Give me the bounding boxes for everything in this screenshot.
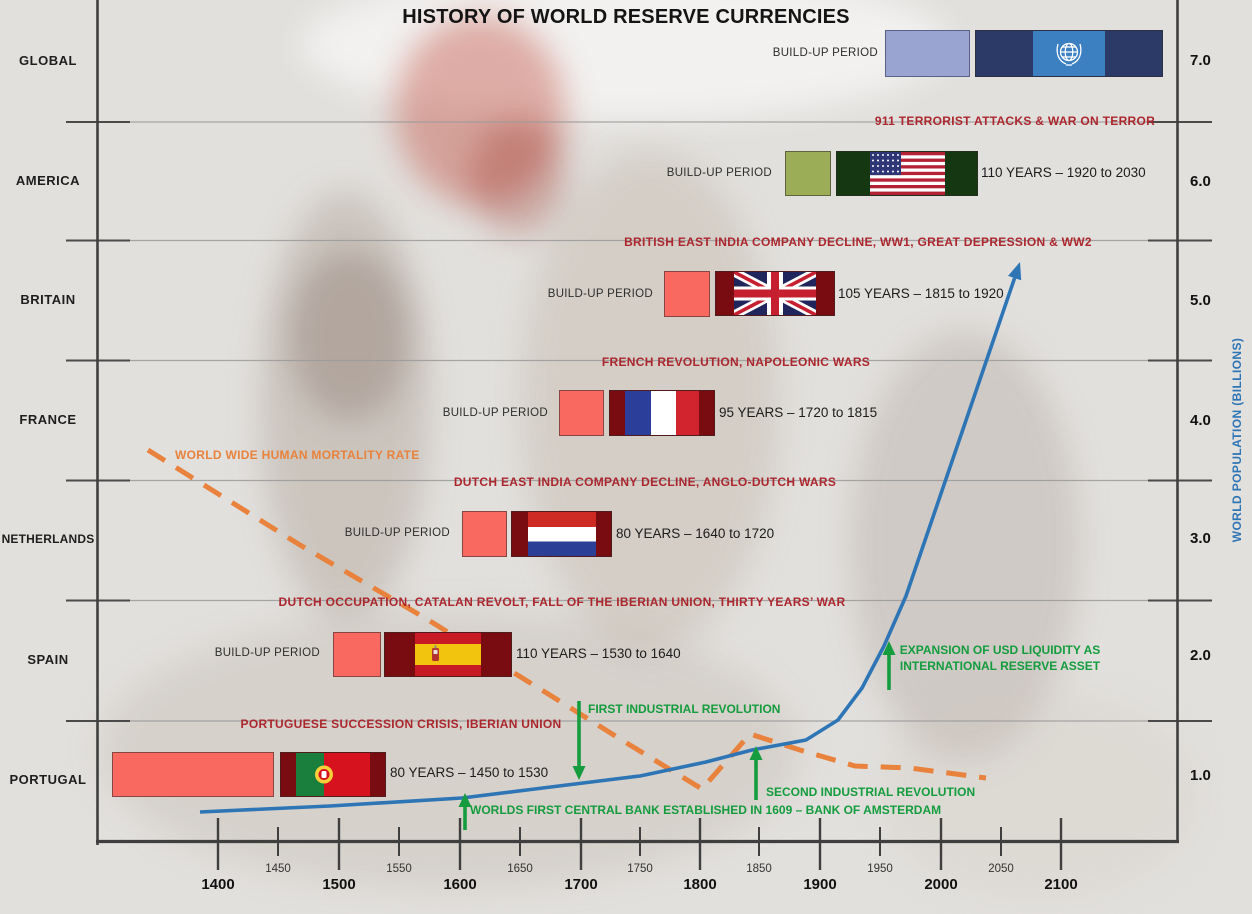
x-label-2000: 2000	[924, 876, 958, 893]
america-flag-bar	[836, 151, 978, 196]
row-label-britain: BRITAIN	[20, 292, 76, 307]
france-buildup-label: BUILD-UP PERIOD	[442, 407, 548, 419]
mortality-rate-label: WORLD WIDE HUMAN MORTALITY RATE	[175, 448, 420, 462]
x-major-ticks	[216, 818, 1063, 870]
pop-tick-2: 2.0	[1190, 647, 1211, 664]
x-label-1650: 1650	[507, 863, 533, 875]
france-duration-text: 95 YEARS – 1720 to 1815	[719, 405, 878, 420]
portugal-flag-icon	[296, 753, 370, 796]
gridlines	[98, 121, 1178, 722]
britain-flag-bar	[715, 271, 835, 316]
first-industrial-label: FIRST INDUSTRIAL REVOLUTION	[588, 702, 781, 716]
x-label-1800: 1800	[683, 876, 717, 893]
row-label-america: AMERICA	[15, 173, 81, 188]
portugal-event-text: PORTUGUESE SUCCESSION CRISIS, IBERIAN UN…	[240, 717, 562, 731]
america-duration-text: 110 YEARS – 1920 to 2030	[981, 165, 1146, 180]
x-label-1500: 1500	[322, 876, 356, 893]
x-label-1850: 1850	[746, 863, 772, 875]
netherlands-flag-bar	[511, 511, 612, 557]
america-event-text: 911 TERRORIST ATTACKS & WAR ON TERROR	[874, 114, 1156, 128]
france-buildup-bar	[559, 390, 604, 436]
row-label-netherlands: NETHERLANDS	[1, 532, 95, 546]
x-label-1950: 1950	[867, 863, 893, 875]
pop-axis-title: WORLD POPULATION (BILLIONS)	[1230, 337, 1244, 543]
spain-buildup-label: BUILD-UP PERIOD	[214, 647, 320, 659]
mortality-rate-line	[146, 447, 987, 793]
x-label-1600: 1600	[443, 876, 477, 893]
netherlands-event-text: DUTCH EAST INDIA COMPANY DECLINE, ANGLO-…	[453, 475, 837, 489]
britain-event-text: BRITISH EAST INDIA COMPANY DECLINE, WW1,…	[624, 235, 1092, 249]
spain-event-text: DUTCH OCCUPATION, CATALAN REVOLT, FALL O…	[278, 595, 846, 609]
pop-tick-3: 3.0	[1190, 530, 1211, 547]
x-label-1400: 1400	[201, 876, 235, 893]
un-flag-icon	[1033, 31, 1105, 76]
pop-tick-1: 1.0	[1190, 767, 1211, 784]
x-label-1450: 1450	[265, 863, 291, 875]
pop-tick-7: 7.0	[1190, 52, 1211, 69]
portugal-flag-bar	[280, 752, 386, 797]
x-label-2050: 2050	[988, 863, 1014, 875]
britain-duration-text: 105 YEARS – 1815 to 1920	[838, 286, 1004, 301]
france-event-text: FRENCH REVOLUTION, NAPOLEONIC WARS	[601, 355, 871, 369]
netherlands-buildup-bar	[462, 511, 507, 557]
netherlands-buildup-label: BUILD-UP PERIOD	[344, 527, 450, 539]
x-label-1550: 1550	[386, 863, 412, 875]
row-label-portugal: PORTUGAL	[9, 772, 87, 787]
usd-expansion-line2: INTERNATIONAL RESERVE ASSET	[899, 659, 1101, 673]
spain-duration-text: 110 YEARS – 1530 to 1640	[516, 646, 681, 661]
population-line	[199, 277, 1017, 814]
usd-expansion-label: EXPANSION OF USD LIQUIDITY AS INTERNATION…	[900, 642, 1100, 674]
x-minor-ticks	[277, 827, 1002, 856]
row-label-spain: SPAIN	[27, 652, 69, 667]
spain-buildup-bar	[333, 632, 381, 677]
spain-flag-icon	[415, 633, 481, 676]
second-industrial-label: SECOND INDUSTRIAL REVOLUTION	[766, 785, 976, 799]
pop-tick-4: 4.0	[1190, 412, 1211, 429]
america-buildup-bar	[785, 151, 831, 196]
x-label-1700: 1700	[564, 876, 598, 893]
portugal-duration-text: 80 YEARS – 1450 to 1530	[390, 765, 549, 780]
netherlands-flag-icon	[527, 512, 596, 556]
france-flag-bar	[609, 390, 715, 436]
chart-title: HISTORY OF WORLD RESERVE CURRENCIES	[402, 6, 850, 28]
uk-flag-icon	[734, 272, 816, 315]
x-label-2100: 2100	[1044, 876, 1078, 893]
spain-flag-bar	[384, 632, 512, 677]
green-arrows	[458, 641, 896, 830]
x-label-1900: 1900	[803, 876, 837, 893]
global-buildup-label: BUILD-UP PERIOD	[772, 47, 878, 59]
america-buildup-label: BUILD-UP PERIOD	[666, 167, 772, 179]
axes	[96, 0, 1179, 845]
row-label-global: GLOBAL	[19, 53, 77, 68]
population-line-arrowhead	[1008, 262, 1022, 281]
central-bank-label: WORLDS FIRST CENTRAL BANK ESTABLISHED IN…	[470, 803, 942, 817]
x-label-1750: 1750	[627, 863, 653, 875]
global-buildup-bar	[885, 30, 970, 77]
us-flag-icon	[869, 152, 945, 195]
netherlands-duration-text: 80 YEARS – 1640 to 1720	[616, 526, 775, 541]
row-label-france: FRANCE	[19, 412, 77, 427]
usd-expansion-line1: EXPANSION OF USD LIQUIDITY AS	[899, 643, 1101, 657]
portugal-buildup-bar	[112, 752, 274, 797]
global-flag-bar	[975, 30, 1163, 77]
britain-buildup-bar	[664, 271, 710, 317]
britain-buildup-label: BUILD-UP PERIOD	[547, 288, 653, 300]
pop-tick-6: 6.0	[1190, 173, 1211, 190]
pop-tick-5: 5.0	[1190, 292, 1211, 309]
france-flag-icon	[625, 391, 699, 435]
